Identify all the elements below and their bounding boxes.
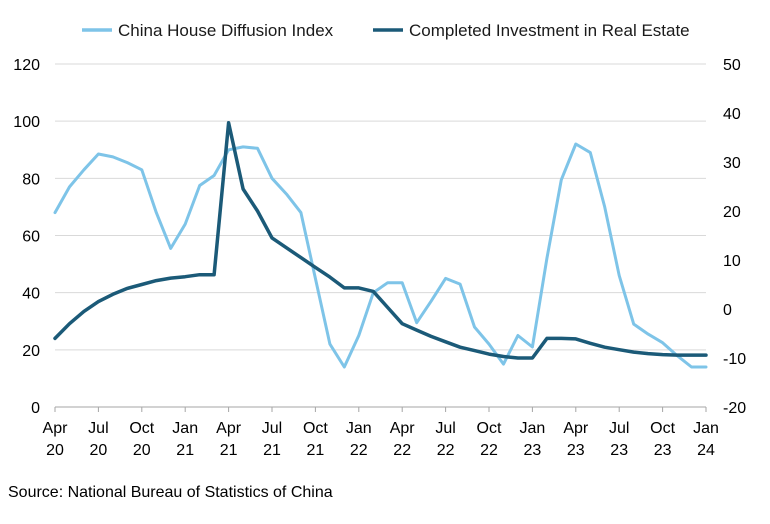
x-tick-label-year: 21 (263, 442, 281, 459)
right-y-tick-label: 40 (723, 106, 741, 123)
legend-label-diffusion: China House Diffusion Index (118, 21, 334, 40)
x-tick-label-year: 23 (654, 442, 672, 459)
x-tick-label-month: Apr (390, 420, 416, 437)
x-tick-label-year: 22 (437, 442, 455, 459)
x-tick-label-year: 23 (567, 442, 585, 459)
x-tick-label-month: Apr (563, 420, 589, 437)
x-tick-label-month: Oct (129, 420, 154, 437)
right-y-tick-label: 50 (723, 57, 741, 74)
x-tick-label-year: 22 (393, 442, 411, 459)
x-tick-label-year: 23 (524, 442, 542, 459)
x-tick-label-month: Oct (650, 420, 675, 437)
x-tick-label-year: 24 (697, 442, 715, 459)
series-line-house-diffusion-index (53, 142, 708, 369)
x-tick-label-month: Jul (262, 420, 282, 437)
right-y-tick-label: 30 (723, 155, 741, 172)
x-tick-label-year: 22 (480, 442, 498, 459)
right-y-tick-label: 20 (723, 204, 741, 221)
x-tick-label-month: Jan (346, 420, 372, 437)
x-tick-label-year: 21 (176, 442, 194, 459)
right-y-tick-label: 10 (723, 253, 741, 270)
left-y-axis: 0 20 40 60 80 100 120 (13, 57, 40, 417)
right-y-tick-label: -10 (723, 351, 746, 368)
x-tick-label-year: 20 (90, 442, 108, 459)
x-tick-label-month: Jul (88, 420, 108, 437)
series-line-completed-investment (53, 121, 708, 360)
left-y-tick-label: 40 (22, 286, 40, 303)
series-layer (53, 121, 708, 369)
left-y-tick-label: 0 (31, 400, 40, 417)
x-tick-label-year: 22 (350, 442, 368, 459)
x-tick-label-year: 20 (46, 442, 64, 459)
x-tick-label-month: Apr (43, 420, 69, 437)
source-note: Source: National Bureau of Statistics of… (8, 484, 333, 501)
legend-label-investment: Completed Investment in Real Estate (409, 21, 690, 40)
x-tick-label-month: Jan (520, 420, 546, 437)
right-y-tick-label: 0 (723, 302, 732, 319)
left-y-tick-label: 120 (13, 57, 40, 74)
right-y-axis: -20 -10 0 10 20 30 40 50 (723, 57, 746, 417)
left-y-tick-label: 100 (13, 114, 40, 131)
left-y-tick-label: 20 (22, 343, 40, 360)
gridlines (55, 63, 706, 351)
legend: China House Diffusion Index Completed In… (82, 21, 690, 40)
x-axis: Apr 20 Jul 20 Oct 20 Jan 21 Apr 21 Jul 21 Oct 21 Jan 22… (43, 406, 719, 459)
x-tick-label-month: Apr (216, 420, 242, 437)
right-y-tick-label: -20 (723, 400, 746, 417)
x-tick-label-month: Jan (172, 420, 198, 437)
x-tick-label-year: 21 (220, 442, 238, 459)
x-tick-label-month: Jan (693, 420, 719, 437)
left-y-tick-label: 80 (22, 171, 40, 188)
left-y-tick-label: 60 (22, 229, 40, 246)
x-tick-label-year: 23 (610, 442, 628, 459)
x-tick-label-year: 20 (133, 442, 151, 459)
x-tick-label-month: Jul (609, 420, 629, 437)
x-tick-label-month: Oct (477, 420, 502, 437)
x-tick-label-month: Jul (435, 420, 455, 437)
x-tick-label-month: Oct (303, 420, 328, 437)
x-tick-label-year: 21 (307, 442, 325, 459)
